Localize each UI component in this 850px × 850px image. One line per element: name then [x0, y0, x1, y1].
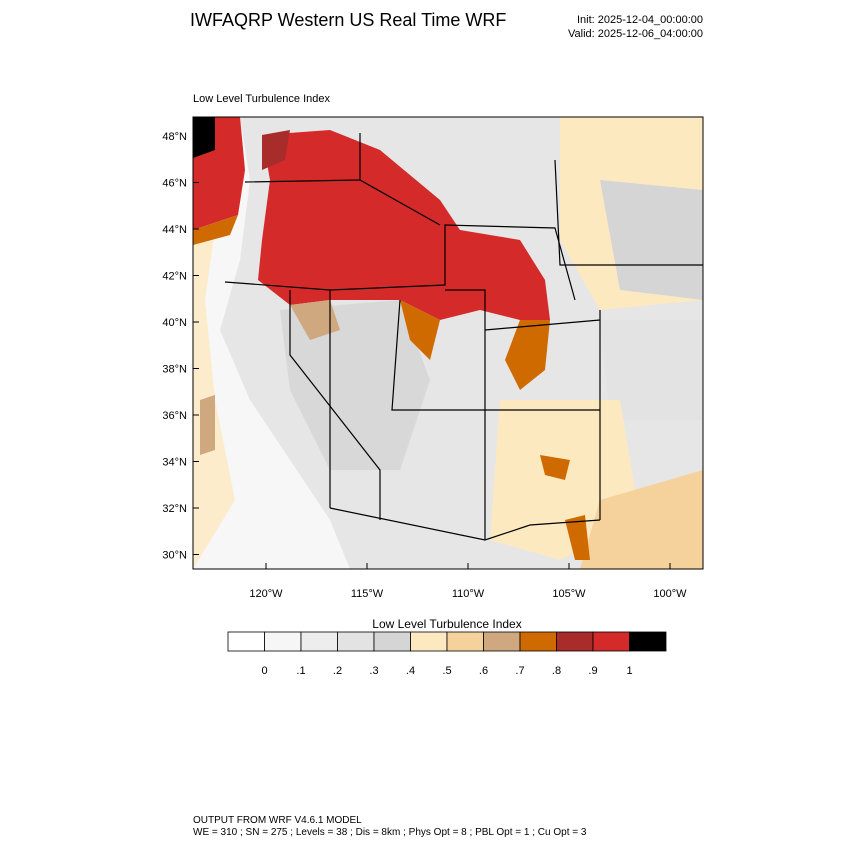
colorbar-swatch [264, 631, 302, 652]
colorbar-tick-label: .9 [588, 665, 597, 677]
model-config: WE = 310 ; SN = 275 ; Levels = 38 ; Dis … [193, 827, 587, 838]
colorbar-tick-label: .5 [442, 665, 451, 677]
colorbar-tick-label: .2 [333, 665, 342, 677]
colorbar-tick-label: .3 [369, 665, 378, 677]
colorbar-swatch [227, 631, 265, 652]
colorbar-swatch [519, 631, 557, 652]
lat-label: 30°N [162, 550, 187, 562]
lat-label: 48°N [162, 131, 187, 143]
state-borders [224, 133, 703, 541]
lon-label: 115°W [351, 588, 384, 600]
colorbar-swatch [556, 631, 594, 652]
colorbar-swatch [483, 631, 521, 652]
lat-label: 42°N [162, 271, 187, 283]
lon-label: 100°W [653, 588, 687, 600]
colorbar-tick-label: .7 [515, 665, 524, 677]
colorbar: 0 .1 .2 .3 .4 .5 .6 .7 .8 .9 1 [227, 631, 667, 677]
field-label: Low Level Turbulence Index [193, 93, 330, 105]
colorbar-tick-label: .1 [296, 665, 305, 677]
colorbar-swatch [446, 631, 484, 652]
lat-label: 38°N [162, 364, 187, 376]
lat-label: 44°N [162, 224, 187, 236]
lat-label: 46°N [162, 178, 187, 190]
lon-label: 120°W [249, 588, 283, 600]
lat-label: 34°N [162, 457, 187, 469]
colorbar-tick-label: .4 [406, 665, 415, 677]
lon-label: 110°W [452, 588, 485, 600]
chart-title: IWFAQRP Western US Real Time WRF [190, 10, 507, 30]
valid-time: Valid: 2025-12-06_04:00:00 [568, 28, 703, 40]
latitude-axis: 48°N 46°N 44°N 42°N 40°N 38°N 36°N 34°N 32°N 30°N [162, 131, 199, 562]
model-version: OUTPUT FROM WRF V4.6.1 MODEL [193, 815, 362, 826]
lat-label: 36°N [162, 410, 187, 422]
colorbar-swatch [592, 631, 630, 652]
footer: OUTPUT FROM WRF V4.6.1 MODEL WE = 310 ; … [193, 815, 586, 839]
colorbar-swatch [337, 631, 375, 652]
colorbar-tick-label: 1 [626, 665, 632, 677]
colorbar-tick-label: 0 [261, 665, 267, 677]
map-field [193, 117, 703, 569]
longitude-axis: 120°W 115°W 110°W 105°W 100°W [249, 563, 687, 600]
colorbar-swatch [300, 631, 338, 652]
colorbar-swatch [629, 631, 667, 652]
lat-label: 32°N [162, 503, 187, 515]
colorbar-tick-label: .8 [552, 665, 561, 677]
init-time: Init: 2025-12-04_00:00:00 [577, 14, 703, 26]
lat-label: 40°N [162, 317, 187, 329]
colorbar-swatch [410, 631, 448, 652]
colorbar-title: Low Level Turbulence Index [372, 617, 522, 631]
lon-label: 105°W [552, 588, 586, 600]
colorbar-swatch [373, 631, 411, 652]
colorbar-tick-label: .6 [479, 665, 488, 677]
run-times: Init: 2025-12-04_00:00:00 Valid: 2025-12… [520, 13, 703, 41]
